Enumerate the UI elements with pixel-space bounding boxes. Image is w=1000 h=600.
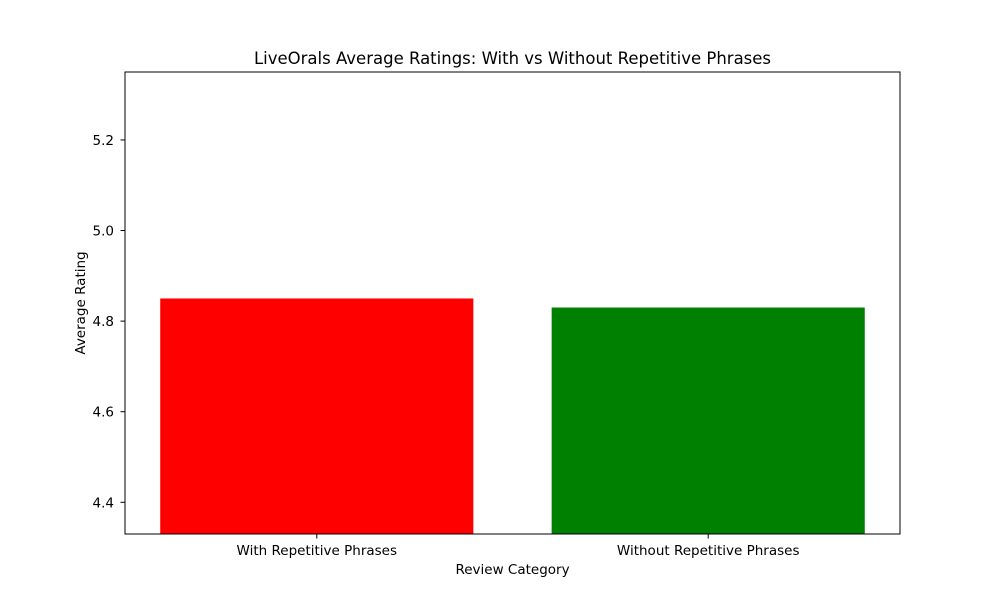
y-tick-label: 5.0 [93, 224, 114, 240]
x-tick-label: With Repetitive Phrases [237, 543, 397, 559]
chart-title: LiveOrals Average Ratings: With vs Witho… [254, 49, 771, 68]
bars-group [160, 298, 865, 534]
x-tick-label: Without Repetitive Phrases [617, 543, 800, 559]
x-axis-label: Review Category [455, 562, 569, 578]
y-ticks-group: 4.4 4.6 4.8 5.0 5.2 [93, 133, 125, 511]
x-ticks-group: With Repetitive Phrases Without Repetitiv… [237, 534, 800, 559]
y-tick-label: 4.8 [93, 314, 114, 330]
y-tick-label: 4.6 [93, 405, 114, 421]
bar-0 [160, 298, 474, 534]
y-axis-label: Average Rating [73, 251, 89, 354]
bar-1 [551, 307, 865, 534]
y-tick-label: 5.2 [93, 133, 114, 149]
y-tick-label: 4.4 [93, 495, 114, 511]
plot-frame [124, 71, 901, 535]
